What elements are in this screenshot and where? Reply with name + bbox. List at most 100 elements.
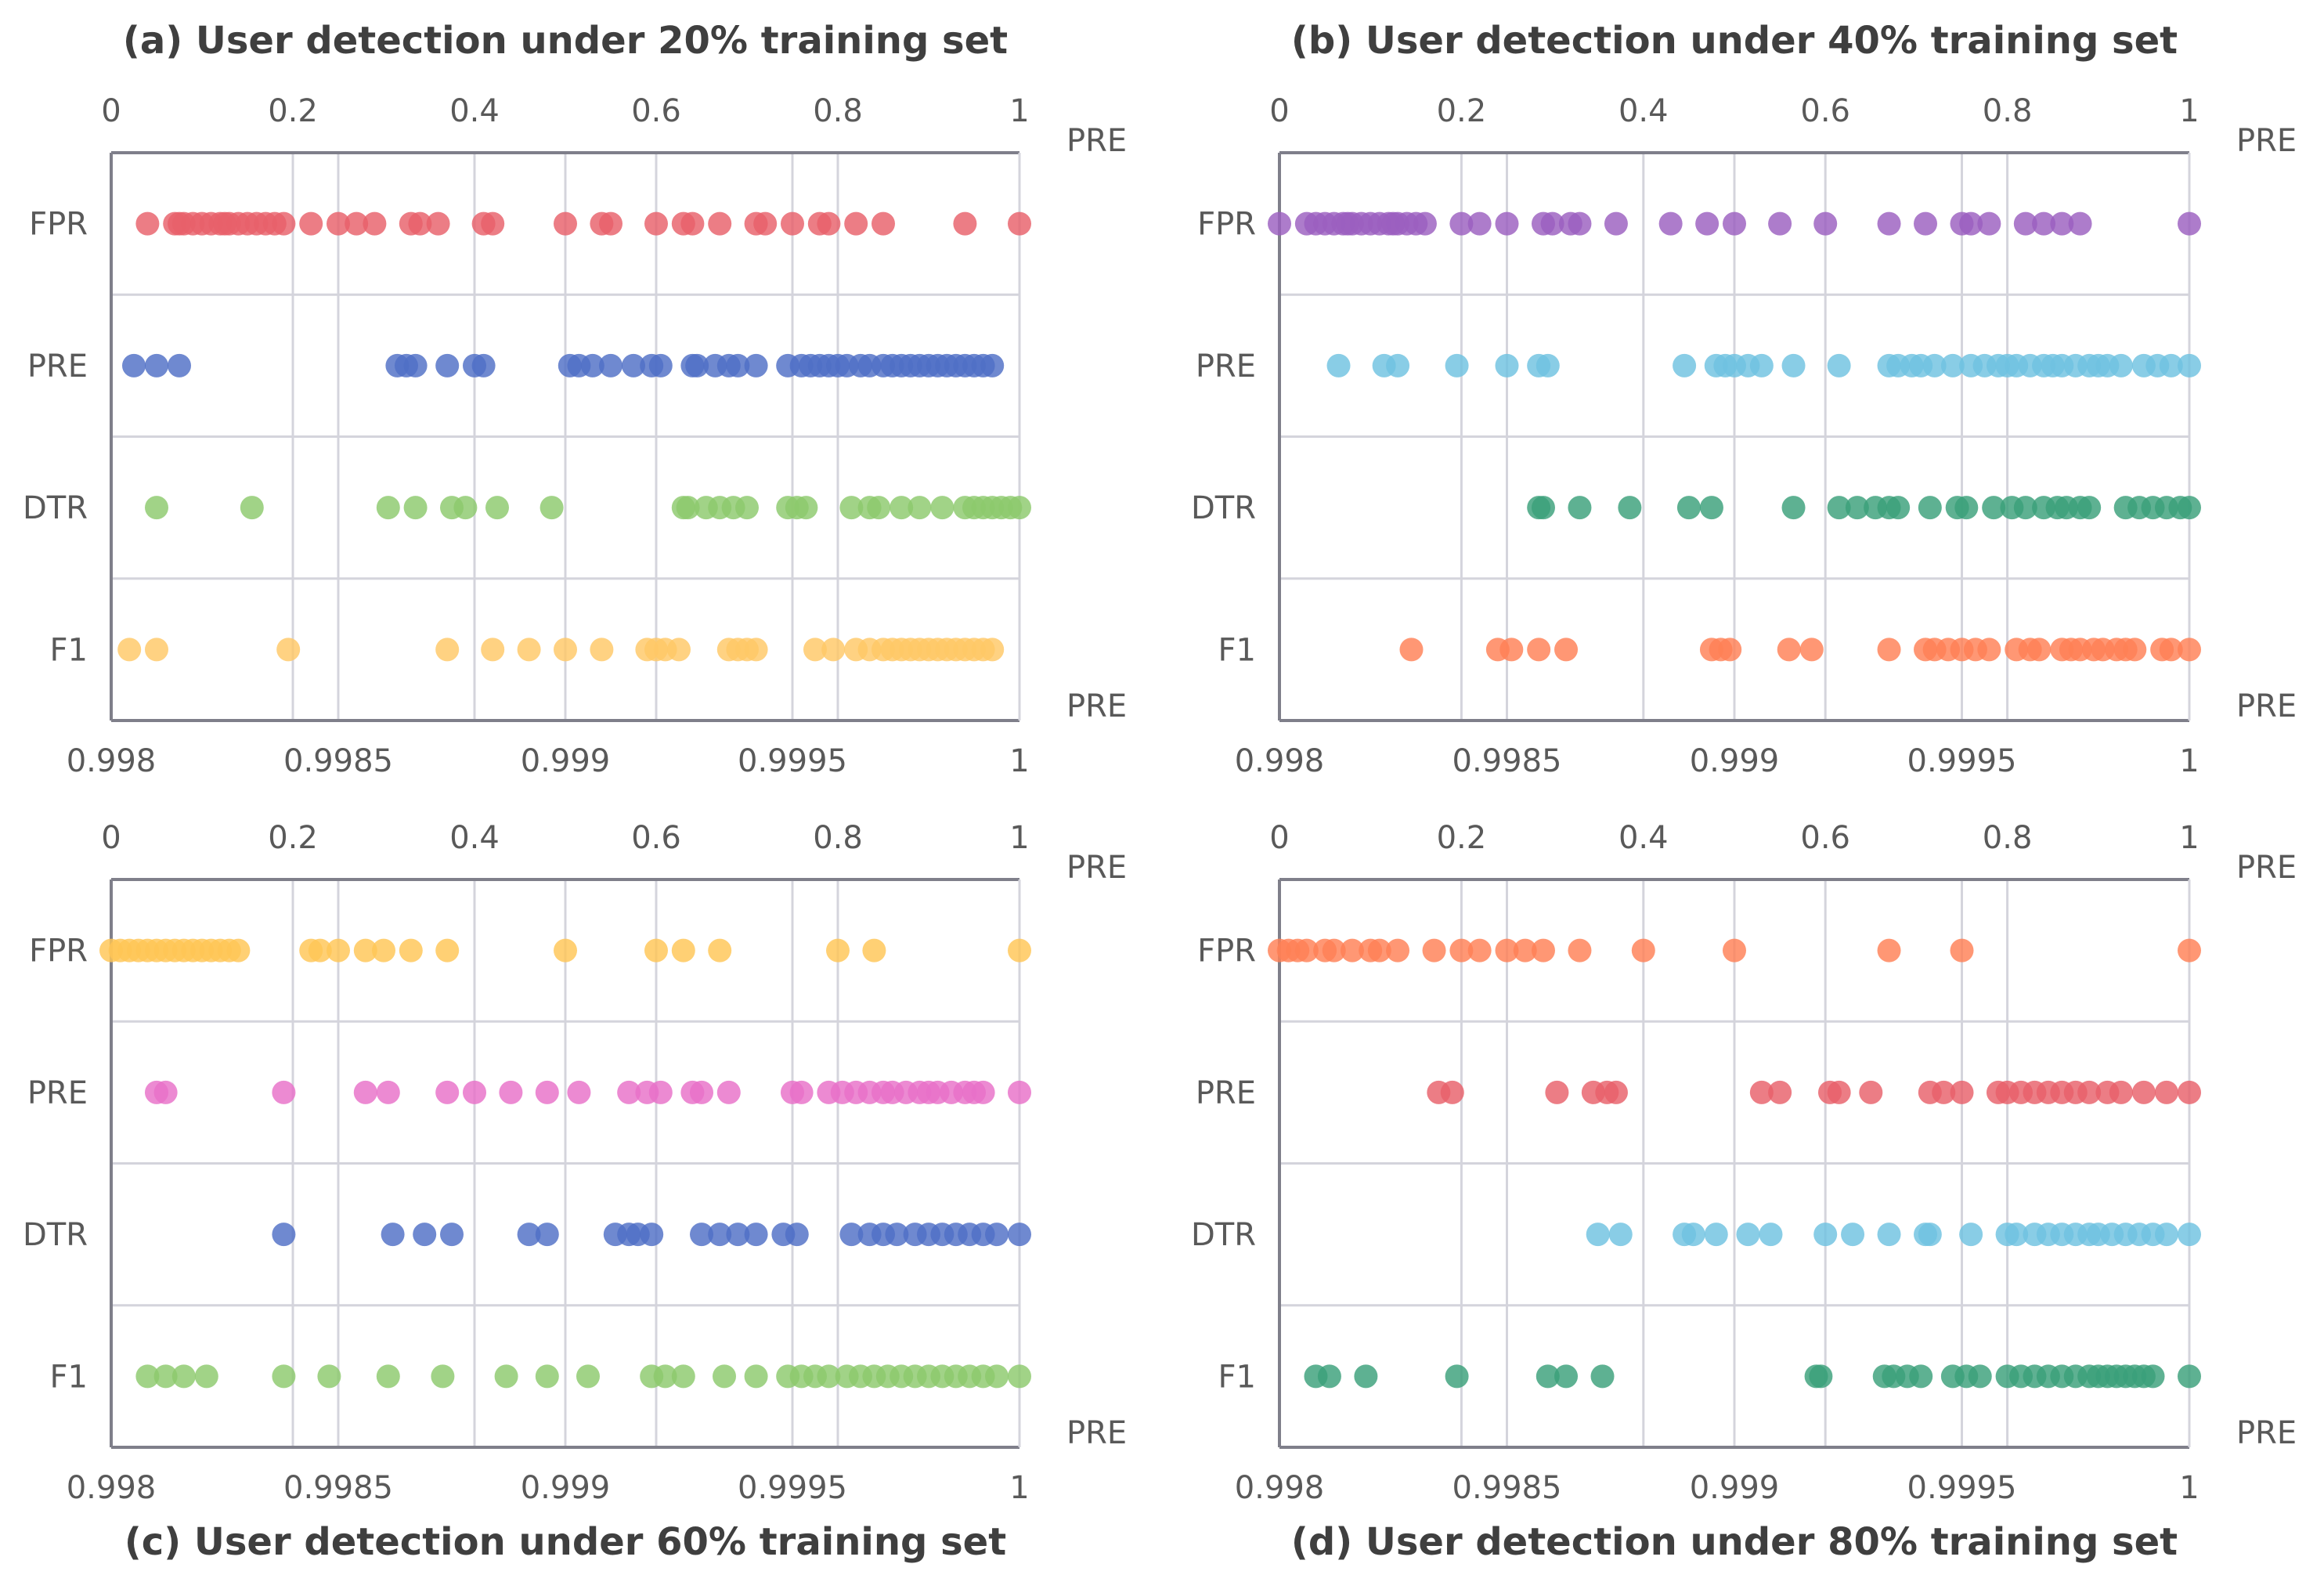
data-point [435, 1080, 460, 1104]
data-point [1445, 1364, 1469, 1389]
data-point [1449, 938, 1474, 963]
data-point [517, 1223, 541, 1247]
top-axis-label: PRE [2236, 850, 2297, 886]
grid [1278, 879, 2191, 1447]
data-point [1749, 353, 1774, 377]
bottom-tick-label: 0.9995 [1907, 743, 2017, 779]
data-point [1813, 1223, 1838, 1247]
category-label: FPR [1197, 934, 1256, 970]
data-point [226, 938, 251, 963]
data-point [272, 211, 296, 236]
data-point [2109, 353, 2133, 377]
bottom-tick-label: 1 [1009, 743, 1029, 779]
grid [110, 153, 1021, 721]
data-point [908, 496, 932, 520]
bottom-tick-label: 0.998 [67, 743, 157, 779]
data-point [930, 496, 955, 520]
data-point [648, 353, 673, 377]
data-point [648, 1080, 673, 1104]
data-point [953, 211, 977, 236]
data-point [1676, 496, 1701, 520]
data-point [1008, 496, 1031, 520]
data-point [1386, 938, 1410, 963]
top-axis-label: PRE [1066, 123, 1127, 159]
data-point [1008, 211, 1031, 236]
data-point [1554, 1364, 1579, 1389]
data-point [1568, 211, 1592, 236]
data-point [685, 353, 709, 377]
data-point [839, 1223, 864, 1247]
data-point [2178, 1364, 2201, 1389]
data-point [690, 1223, 713, 1247]
data-point [1536, 1364, 1560, 1389]
data-point [2077, 1080, 2102, 1104]
data-point [1326, 353, 1351, 377]
data-point [2178, 211, 2201, 236]
data-point [1294, 938, 1319, 963]
panel-title: (c) User detection under 60% training se… [125, 1520, 1006, 1564]
data-point [1658, 211, 1683, 236]
top-tick-label: 1 [1009, 820, 1029, 856]
data-point [640, 1223, 664, 1247]
data-point [2178, 496, 2201, 520]
data-point [171, 1364, 196, 1389]
data-point [272, 1223, 296, 1247]
data-point [744, 353, 768, 377]
data-point [1495, 211, 1519, 236]
data-point [372, 938, 395, 963]
data-point [1959, 211, 1983, 236]
data-point [1604, 211, 1628, 236]
category-label: DTR [23, 1217, 88, 1253]
data-point [622, 353, 645, 377]
data-point [1704, 1223, 1728, 1247]
data-point [1950, 938, 1974, 963]
bottom-axis-label: PRE [2236, 688, 2297, 724]
data-point [1604, 1080, 1628, 1104]
top-tick-label: 0.6 [631, 820, 681, 856]
data-point [1608, 1223, 1633, 1247]
data-point [1386, 353, 1410, 377]
data-point [726, 1223, 750, 1247]
data-point [2178, 1080, 2201, 1104]
top-tick-label: 0 [101, 820, 121, 856]
data-point [1449, 211, 1474, 236]
category-label: FPR [29, 207, 88, 243]
top-tick-label: 0.2 [268, 820, 318, 856]
data-point [403, 353, 428, 377]
data-point [1959, 1223, 1983, 1247]
top-tick-label: 0 [1269, 820, 1289, 856]
data-point [2159, 637, 2183, 662]
bottom-axis-label: PRE [2236, 1415, 2297, 1451]
data-point [327, 938, 350, 963]
bottom-tick-label: 0.998 [1235, 1470, 1325, 1506]
series-pre [1427, 1080, 2201, 1104]
data-point [1467, 211, 1492, 236]
top-tick-label: 0.6 [1800, 820, 1850, 856]
top-tick-label: 0.2 [268, 93, 318, 129]
data-point [481, 211, 505, 236]
bottom-tick-label: 0.9995 [738, 743, 847, 779]
top-tick-label: 0.8 [1983, 820, 2033, 856]
data-point [2178, 938, 2201, 963]
data-point [1723, 211, 1746, 236]
data-point [426, 211, 450, 236]
top-tick-label: 1 [2179, 820, 2199, 856]
data-point [554, 938, 577, 963]
bottom-tick-label: 0.998 [67, 1470, 157, 1506]
data-point [1527, 637, 1551, 662]
data-point [135, 211, 160, 236]
data-point [644, 938, 668, 963]
data-point [2077, 496, 2102, 520]
panel-title: (b) User detection under 40% training se… [1291, 19, 2178, 63]
data-point [1513, 938, 1537, 963]
data-point [1781, 353, 1806, 377]
data-point [1681, 1223, 1705, 1247]
data-point [599, 353, 622, 377]
data-point [2027, 637, 2052, 662]
data-point [168, 353, 191, 377]
data-point [435, 938, 460, 963]
data-point [327, 211, 350, 236]
data-point [1859, 1080, 1883, 1104]
data-point [276, 637, 301, 662]
data-point [794, 496, 818, 520]
